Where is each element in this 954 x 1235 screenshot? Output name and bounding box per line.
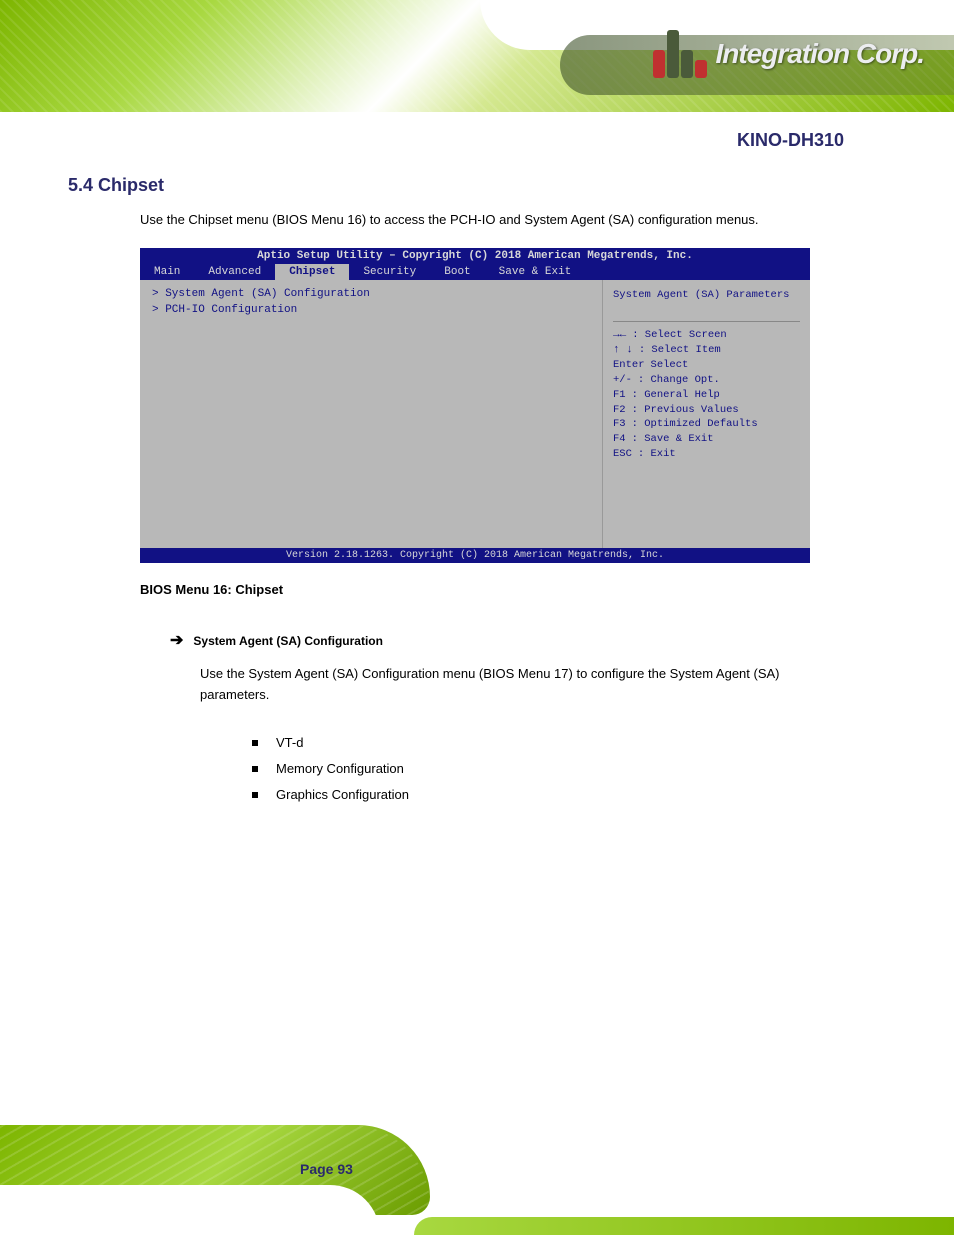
bios-nav-esc: ESC: Exit bbox=[613, 447, 800, 462]
bios-version-footer: Version 2.18.1263. Copyright (C) 2018 Am… bbox=[140, 548, 810, 563]
footer-white-curve bbox=[0, 1185, 380, 1235]
arrows-lr-icon: →← bbox=[613, 328, 626, 343]
bios-submenu-pane: > System Agent (SA) Configuration > PCH-… bbox=[140, 280, 603, 548]
page-number: Page 93 bbox=[300, 1161, 353, 1177]
arrows-ud-icon: ↑ ↓ bbox=[613, 343, 633, 358]
bios-nav-select-item: ↑ ↓: Select Item bbox=[613, 343, 800, 358]
option-desc: Use the System Agent (SA) Configuration … bbox=[200, 664, 800, 706]
bios-help-separator bbox=[613, 321, 800, 322]
bios-tab-advanced[interactable]: Advanced bbox=[194, 264, 275, 280]
bios-nav-select-screen: →←: Select Screen bbox=[613, 328, 800, 343]
bios-nav-change: +/-: Change Opt. bbox=[613, 373, 800, 388]
footer-band bbox=[0, 1125, 954, 1235]
square-bullet-icon bbox=[252, 792, 258, 798]
bios-nav-f3: F3: Optimized Defaults bbox=[613, 417, 800, 432]
section-heading: 5.4 Chipset bbox=[68, 175, 164, 196]
bios-submenu-sa[interactable]: > System Agent (SA) Configuration bbox=[152, 288, 590, 300]
bios-menu-caption: BIOS Menu 16: Chipset bbox=[140, 582, 283, 597]
bios-nav-f4: F4: Save & Exit bbox=[613, 432, 800, 447]
bios-nav-f1: F1: General Help bbox=[613, 388, 800, 403]
option-bullets: VT-d Memory Configuration Graphics Confi… bbox=[252, 730, 409, 808]
bios-screenshot: Aptio Setup Utility – Copyright (C) 2018… bbox=[140, 248, 810, 563]
bios-help-desc: System Agent (SA) Parameters bbox=[613, 288, 800, 303]
bios-tab-bar: Main Advanced Chipset Security Boot Save… bbox=[140, 264, 810, 280]
bios-nav-f2: F2: Previous Values bbox=[613, 403, 800, 418]
bullet-memory: Memory Configuration bbox=[252, 756, 409, 782]
iei-icon bbox=[653, 30, 707, 78]
bios-help-pane: System Agent (SA) Parameters →←: Select … bbox=[603, 280, 810, 548]
option-heading: ➔ System Agent (SA) Configuration bbox=[170, 630, 383, 650]
section-intro: Use the Chipset menu (BIOS Menu 16) to a… bbox=[140, 210, 800, 230]
bios-tab-chipset[interactable]: Chipset bbox=[275, 264, 349, 280]
bios-tab-security[interactable]: Security bbox=[349, 264, 430, 280]
bios-tab-save-exit[interactable]: Save & Exit bbox=[485, 264, 586, 280]
bios-body: > System Agent (SA) Configuration > PCH-… bbox=[140, 280, 810, 548]
brand-text: Integration Corp. bbox=[715, 38, 924, 70]
bullet-vtd: VT-d bbox=[252, 730, 409, 756]
bios-tab-main[interactable]: Main bbox=[140, 264, 194, 280]
bios-utility-title: Aptio Setup Utility – Copyright (C) 2018… bbox=[140, 248, 810, 264]
bios-submenu-pchio[interactable]: > PCH-IO Configuration bbox=[152, 304, 590, 316]
bios-tab-boot[interactable]: Boot bbox=[430, 264, 484, 280]
bullet-graphics: Graphics Configuration bbox=[252, 782, 409, 808]
option-title: System Agent (SA) Configuration bbox=[193, 634, 383, 648]
square-bullet-icon bbox=[252, 766, 258, 772]
square-bullet-icon bbox=[252, 740, 258, 746]
footer-green-right bbox=[414, 1217, 954, 1235]
product-title: KINO-DH310 bbox=[737, 130, 844, 151]
bios-nav-enter: EnterSelect bbox=[613, 358, 800, 373]
brand-logo: Integration Corp. bbox=[653, 30, 924, 78]
right-arrow-icon: ➔ bbox=[170, 630, 183, 650]
